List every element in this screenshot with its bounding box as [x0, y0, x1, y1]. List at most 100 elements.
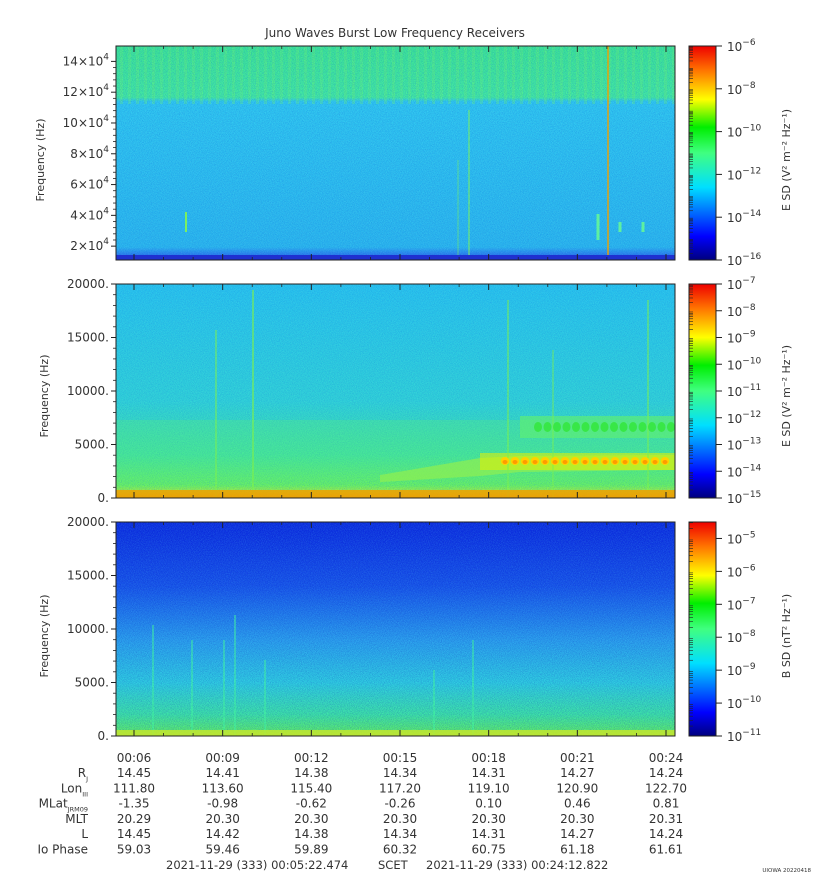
- ephemeris-value: 14.41: [205, 766, 239, 780]
- ephemeris-row-label: LonIII: [61, 781, 88, 798]
- y-tick-label: 20000.: [67, 515, 109, 529]
- y-tick-label: 8×104: [70, 145, 109, 161]
- harmonic-blob-upper: [629, 422, 637, 432]
- y-tick-label: 10000.: [67, 622, 109, 636]
- harmonic-blob-upper: [638, 422, 647, 432]
- colorbar-hfr-ticks: 10−16 10−14 10−12 10−10 10−8 10−6: [689, 38, 762, 268]
- colorbar-lfr-b-label: B SD (nT² Hz⁻¹): [780, 594, 793, 678]
- colorbar-tick-label: 10−7: [727, 276, 756, 292]
- ephemeris-value: -0.98: [207, 797, 238, 811]
- colorbar-tick-label: 10−13: [727, 437, 761, 453]
- colorbar-tick-label: 10−9: [727, 662, 756, 678]
- credit-stamp: UIOWA 20220418: [762, 868, 811, 874]
- time-axis: 00:06 00:09 00:12 00:15 00:18 00:21 00:24: [117, 46, 684, 765]
- y-tick-label: 10×104: [63, 114, 110, 130]
- harmonic-blob-core: [552, 460, 558, 464]
- harmonic-blob-upper: [534, 422, 542, 432]
- colorbar-tick-label: 10−5: [727, 530, 756, 546]
- harmonic-blob-core: [512, 460, 518, 464]
- harmonic-blob-core: [542, 460, 548, 464]
- hfr-y-axis-label: Frequency (Hz): [34, 119, 47, 202]
- colorbar-tick-label: 10−11: [727, 728, 761, 744]
- ephemeris-value: 14.34: [383, 827, 417, 841]
- ephemeris-table: RJ 14.45 14.41 14.38 14.34 14.31 14.27 14.24 Lon…: [37, 766, 687, 857]
- colorbar-tick-label: 10−10: [727, 356, 762, 372]
- ephemeris-value: 14.45: [117, 827, 151, 841]
- ephemeris-value: 14.27: [560, 827, 594, 841]
- harmonic-blob-upper: [610, 422, 618, 432]
- colorbar-tick-label: 10−8: [727, 81, 756, 97]
- hfr-emission-features: [116, 46, 675, 260]
- ephemeris-value: 59.89: [294, 843, 328, 857]
- colorbar-tick-label: 10−12: [727, 166, 761, 182]
- y-tick-label: 0.: [98, 729, 109, 743]
- y-tick-label: 14×104: [63, 52, 110, 68]
- ephemeris-value: 14.24: [649, 766, 683, 780]
- footer-end-time: 2021-11-29 (333) 00:24:12.822: [426, 858, 608, 872]
- ephemeris-value: 14.27: [560, 766, 594, 780]
- ephemeris-row-label: MLT: [65, 812, 88, 826]
- harmonic-blob-upper: [591, 422, 599, 432]
- ephemeris-value: 59.03: [117, 843, 151, 857]
- harmonic-blob-core: [582, 460, 588, 464]
- y-tick-label: 5000.: [75, 438, 109, 452]
- colorbar-hfr-label: E SD (V² m⁻² Hz⁻¹): [780, 109, 793, 211]
- colorbar-lfr-e-label: E SD (V² m⁻² Hz⁻¹): [780, 345, 793, 447]
- x-tick-label: 00:18: [471, 751, 506, 765]
- colorbar-tick-label: 10−14: [727, 463, 762, 479]
- y-tick-label: 15000.: [67, 331, 109, 345]
- harmonic-blob-upper: [562, 422, 571, 432]
- y-tick-label: 5000.: [75, 676, 109, 690]
- lfr-e-y-axis: 0. 5000. 10000. 15000. 20000.: [67, 277, 116, 505]
- footer-scet: SCET: [378, 858, 409, 872]
- ephemeris-value: 59.46: [205, 843, 239, 857]
- y-tick-label: 12×104: [63, 83, 110, 99]
- ephemeris-value: 20.30: [205, 812, 239, 826]
- ephemeris-value: 14.45: [117, 766, 151, 780]
- y-tick-label: 2×104: [70, 237, 109, 253]
- harmonic-blob-core: [532, 460, 538, 464]
- harmonic-blob-upper: [619, 422, 628, 432]
- harmonic-blob-core: [602, 460, 608, 464]
- ephemeris-value: 61.18: [560, 843, 594, 857]
- colorbar-hfr: 10−16 10−14 10−12 10−10 10−8 10−6 E SD (V² m⁻…: [688, 38, 793, 268]
- harmonic-blob-core: [502, 460, 508, 464]
- harmonic-blob-upper: [553, 422, 561, 432]
- x-tick-label: 00:24: [649, 751, 684, 765]
- ephemeris-value: 60.32: [383, 843, 417, 857]
- harmonic-blob-core: [562, 460, 568, 464]
- colorbar-tick-label: 10−12: [727, 410, 761, 426]
- colorbar-tick-label: 10−8: [727, 629, 756, 645]
- ephemeris-value: 14.31: [471, 827, 505, 841]
- y-tick-label: 20000.: [67, 277, 109, 291]
- lfr-e-emission-features: [116, 290, 675, 498]
- harmonic-blob-core: [572, 460, 578, 464]
- colorbar-lfr-e: 10−15 10−14 10−13 10−12 10−11 10−10 10−9 10−8 10…: [688, 276, 793, 506]
- colorbar-tick-label: 10−10: [727, 695, 762, 711]
- ephemeris-value: 14.38: [294, 766, 328, 780]
- ephemeris-value: 60.75: [471, 843, 505, 857]
- harmonic-blob-core: [642, 460, 648, 464]
- chart-title: Juno Waves Burst Low Frequency Receivers: [264, 26, 525, 40]
- ephemeris-value: 119.10: [468, 781, 510, 795]
- ephemeris-value: -0.26: [384, 797, 415, 811]
- colorbar-tick-label: 10−6: [727, 563, 756, 579]
- ephemeris-value: 20.29: [117, 812, 151, 826]
- harmonic-blob-upper: [667, 422, 675, 432]
- lfr-e-harmonic-band: [500, 422, 675, 465]
- ephemeris-value: 61.61: [649, 843, 683, 857]
- panel-hfr-spectrogram: 2×104 4×104 6×104 8×104 10×104 12×104 14×104 F…: [34, 45, 676, 261]
- y-tick-label: 0.: [98, 491, 109, 505]
- ephemeris-value: 111.80: [113, 781, 155, 795]
- colorbar-lfr-e-ticks: 10−15 10−14 10−13 10−12 10−11 10−10 10−9 10−8 10…: [689, 276, 762, 506]
- colorbar-tick-label: 10−7: [727, 596, 756, 612]
- harmonic-blob-core: [652, 460, 658, 464]
- colorbar-tick-label: 10−14: [727, 209, 762, 225]
- x-tick-label: 00:15: [383, 751, 418, 765]
- harmonic-blob-core: [592, 460, 598, 464]
- footer-start-time: 2021-11-29 (333) 00:05:22.474: [166, 858, 348, 872]
- harmonic-blob-upper: [648, 422, 656, 432]
- ephemeris-value: 113.60: [202, 781, 244, 795]
- harmonic-blob-core: [522, 460, 528, 464]
- ephemeris-value: 20.30: [383, 812, 417, 826]
